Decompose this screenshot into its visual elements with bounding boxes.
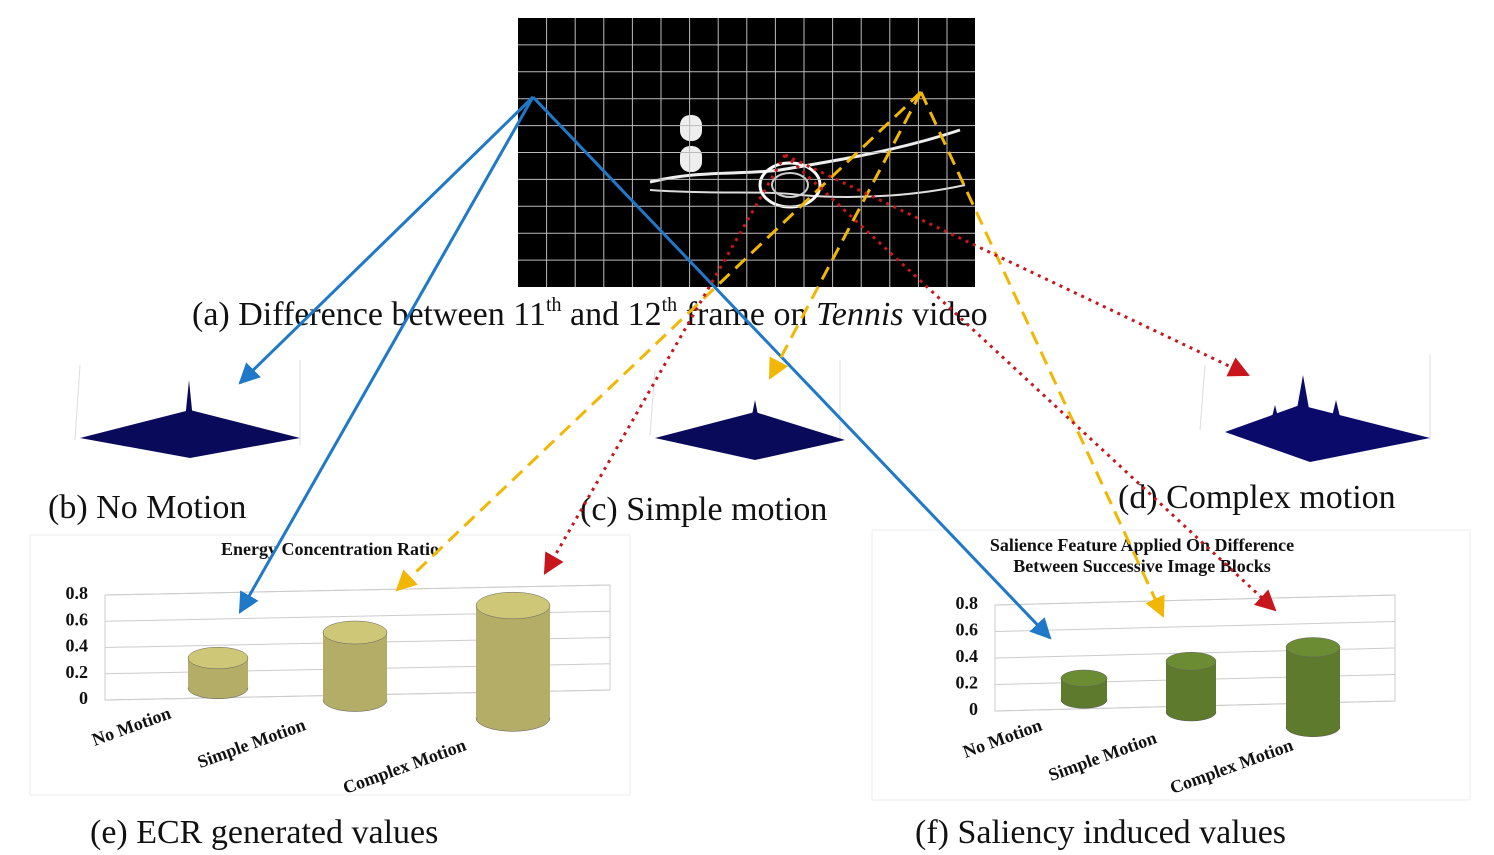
caption-text: video [904, 296, 988, 333]
x-tick-label: Simple Motion [1046, 727, 1160, 785]
y-tick-label: 0.8 [956, 593, 979, 613]
cylinder [1286, 647, 1340, 727]
caption-f: (f) Saliency induced values [915, 814, 1286, 851]
cylinder [476, 606, 550, 719]
x-tick-label: No Motion [960, 715, 1044, 762]
surface-plot-complex-motion [1200, 355, 1430, 462]
caption-e: (e) ECR generated values [90, 814, 438, 851]
cylinder-top [188, 647, 248, 669]
caption-c: (c) Simple motion [580, 491, 827, 528]
y-tick-label: 0.6 [66, 609, 89, 629]
caption-d: (d) Complex motion [1118, 479, 1396, 516]
chart-title: Salience Feature Applied On Difference [990, 535, 1294, 555]
cylinder-top [1286, 638, 1340, 657]
caption-italic: Tennis [816, 296, 904, 333]
superscript: th [662, 294, 678, 316]
cylinder-top [1166, 652, 1216, 670]
y-tick-label: 0.4 [956, 646, 979, 666]
charts: Energy Concentration Ratio 0 0.2 0.4 0.6 0.8 N… [66, 535, 1396, 798]
y-tick-label: 0.6 [956, 620, 979, 640]
caption-text: and 12 [562, 296, 662, 333]
figure: (a) Difference between 11th and 12th fra… [0, 0, 1494, 855]
y-tick-label: 0.4 [66, 636, 89, 656]
superscript: th [546, 294, 562, 316]
bar-chart: Energy Concentration Ratio 0 0.2 0.4 0.6 0.8 N… [66, 539, 611, 798]
surface-plot-no-motion [75, 360, 300, 458]
y-tick-label: 0.2 [66, 662, 89, 682]
x-tick-label: No Motion [89, 703, 173, 750]
chart-title: Energy Concentration Ratio [221, 539, 439, 559]
cylinder-top [476, 592, 550, 619]
y-tick-label: 0 [969, 699, 978, 719]
grid-line [995, 622, 1395, 632]
x-tick-label: Simple Motion [195, 714, 309, 772]
y-tick-label: 0.8 [66, 583, 89, 603]
cylinder-top [1061, 670, 1107, 687]
caption-b: (b) No Motion [48, 489, 246, 526]
y-tick-label: 0 [79, 688, 88, 708]
x-tick-label: Complex Motion [1167, 735, 1296, 798]
caption-text: (a) Difference between 11 [192, 296, 546, 333]
bar-chart: Salience Feature Applied On DifferenceBe… [956, 535, 1396, 798]
y-tick-label: 0.2 [956, 673, 979, 693]
x-tick-label: Complex Motion [340, 735, 469, 798]
grid-line [995, 595, 1395, 605]
cylinder-top [323, 621, 387, 644]
grid-line [105, 585, 610, 595]
surface-plot-simple-motion [650, 360, 845, 460]
